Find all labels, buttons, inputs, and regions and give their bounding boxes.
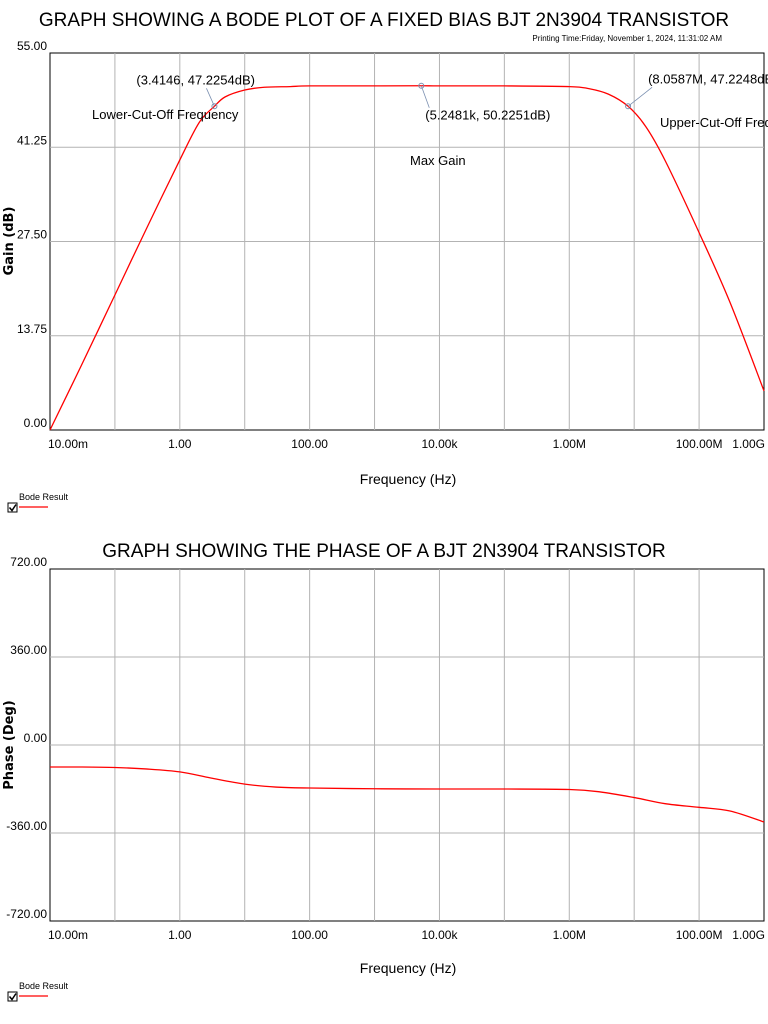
phase-y-tick-label: 0.00 xyxy=(24,731,48,745)
gain-annotation-label: Max Gain xyxy=(410,153,466,168)
phase-tick-labels: 10.00m 1.00 100.00 10.00k 1.00M 100.00M 1.00G -… xyxy=(6,555,765,942)
gain-y-tick-label: 41.25 xyxy=(17,133,47,147)
gain-annotation-leader xyxy=(206,88,215,107)
phase-series-line xyxy=(49,766,765,823)
gain-tick-labels: 10.00m 1.00 100.00 10.00k 1.00M 100.00M 1.00G 0… xyxy=(17,39,765,451)
gain-legend[interactable]: Bode Result xyxy=(7,492,69,513)
gain-y-axis-label: Gain (dB) xyxy=(2,207,17,276)
gain-y-tick-label: 27.50 xyxy=(17,228,47,242)
phase-y-axis-label: Phase (Deg) xyxy=(2,700,17,789)
gain-annotation-leader xyxy=(420,85,430,108)
gain-x-tick-label: 10.00k xyxy=(421,437,458,451)
gain-data-marker xyxy=(418,82,425,89)
gain-annotation-label: (8.0587M, 47.2248dB) xyxy=(648,71,768,86)
gain-annotation-leader xyxy=(627,86,653,107)
phase-chart-title: GRAPH SHOWING THE PHASE OF A BJT 2N3904 … xyxy=(102,541,665,562)
gain-data-marker xyxy=(211,103,218,110)
phase-x-tick-label: 100.00 xyxy=(291,928,328,942)
phase-y-tick-label: 720.00 xyxy=(10,555,47,569)
gain-annotation-label: (5.2481k, 50.2251dB) xyxy=(425,108,550,123)
gain-y-tick-label: 0.00 xyxy=(24,416,48,430)
phase-grid xyxy=(49,568,765,922)
gain-chart-title: GRAPH SHOWING A BODE PLOT OF A FIXED BIA… xyxy=(39,10,729,31)
phase-x-tick-label: 1.00G xyxy=(732,928,765,942)
phase-x-tick-label: 100.00M xyxy=(676,928,723,942)
gain-x-tick-label: 1.00 xyxy=(168,437,192,451)
gain-x-tick-label: 100.00 xyxy=(291,437,328,451)
phase-x-axis-label: Frequency (Hz) xyxy=(360,960,456,976)
gain-legend-checkmark xyxy=(8,504,17,512)
gain-legend-checkbox[interactable] xyxy=(7,502,18,513)
gain-annotation-label: Upper-Cut-Off Freque xyxy=(660,115,768,130)
phase-x-tick-label: 10.00m xyxy=(48,928,88,942)
gain-x-axis-label: Frequency (Hz) xyxy=(360,471,456,487)
gain-legend-label: Bode Result xyxy=(19,492,69,502)
phase-legend-label: Bode Result xyxy=(19,981,69,991)
gain-y-tick-label: 55.00 xyxy=(17,39,47,53)
gain-annotation-label: (3.4146, 47.2254dB) xyxy=(136,72,255,87)
phase-curve-group xyxy=(49,766,765,823)
gain-x-tick-label: 1.00G xyxy=(732,437,765,451)
gain-y-tick-label: 13.75 xyxy=(17,322,47,336)
gain-grid xyxy=(49,52,765,431)
gain-x-tick-label: 10.00m xyxy=(48,437,88,451)
phase-legend-checkbox[interactable] xyxy=(7,991,18,1002)
gain-data-marker xyxy=(625,103,632,110)
gain-annotations: (3.4146, 47.2254dB) Lower-Cut-Off Frequen… xyxy=(92,71,768,168)
phase-x-tick-label: 10.00k xyxy=(421,928,458,942)
gain-x-tick-label: 100.00M xyxy=(676,437,723,451)
phase-x-tick-label: 1.00M xyxy=(553,928,586,942)
gain-x-tick-label: 1.00M xyxy=(553,437,586,451)
phase-x-tick-label: 1.00 xyxy=(168,928,192,942)
phase-y-tick-label: 360.00 xyxy=(10,643,47,657)
printing-time: Printing Time:Friday, November 1, 2024, … xyxy=(532,34,722,43)
phase-legend[interactable]: Bode Result xyxy=(7,981,69,1002)
phase-y-tick-label: -360.00 xyxy=(6,819,47,833)
gain-curve-group xyxy=(49,85,765,431)
phase-y-tick-label: -720.00 xyxy=(6,907,47,921)
gain-series-line xyxy=(49,85,765,431)
gain-annotation-label: Lower-Cut-Off Frequency xyxy=(92,107,239,122)
phase-legend-checkmark xyxy=(8,993,17,1001)
